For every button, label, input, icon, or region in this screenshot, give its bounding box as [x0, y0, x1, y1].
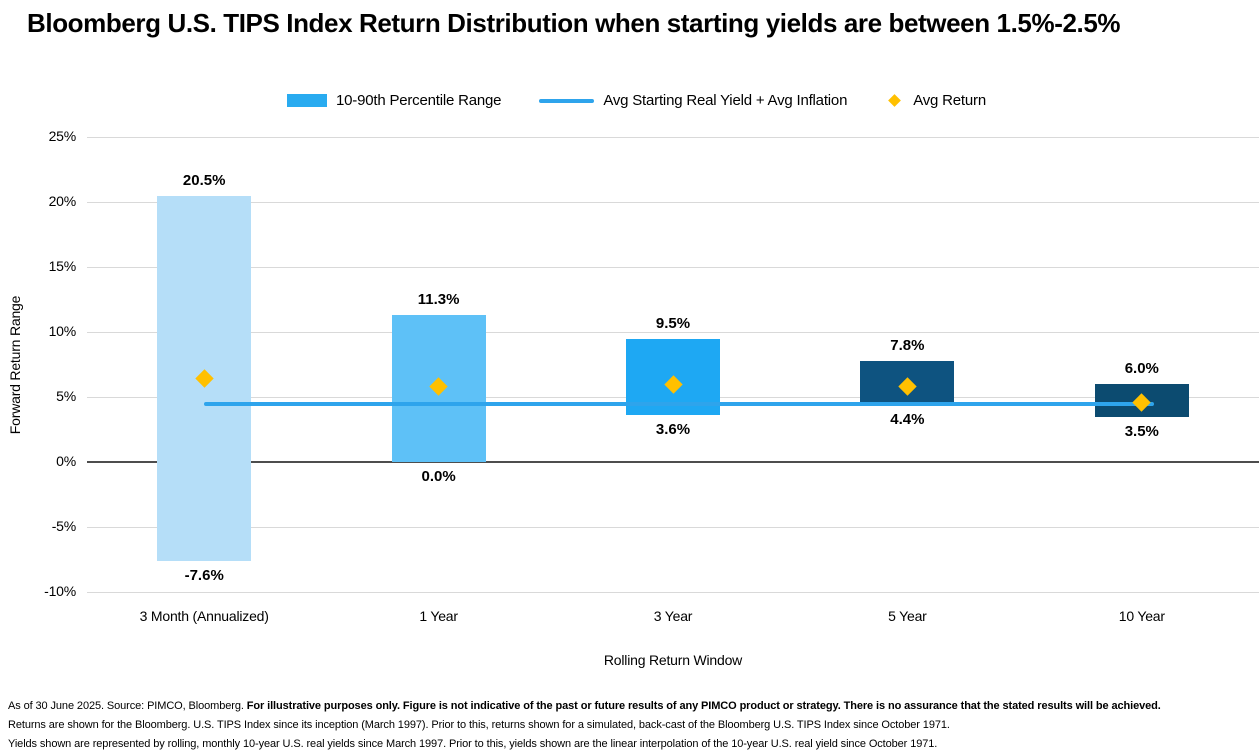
y-tick-label: 15% — [48, 258, 77, 274]
chart-title: Bloomberg U.S. TIPS Index Return Distrib… — [27, 8, 1121, 38]
x-axis-title: Rolling Return Window — [603, 652, 743, 668]
bar-low-label: 4.4% — [890, 410, 925, 428]
bar-high-label: 11.3% — [417, 291, 460, 309]
legend-label-avg-return: Avg Return — [913, 92, 986, 109]
y-tick-label: -10% — [44, 583, 76, 599]
bar-high-label: 9.5% — [655, 314, 691, 332]
footnote-line-2: Returns are shown for the Bloomberg. U.S… — [8, 719, 950, 731]
percentile-range-swatch-icon — [287, 94, 327, 107]
x-tick-label: 5 Year — [888, 608, 927, 624]
footnote-line-3: Yields shown are represented by rolling,… — [8, 738, 938, 750]
zero-axis-line — [87, 461, 1259, 463]
y-tick-label: -5% — [51, 518, 76, 534]
y-axis-title: Forward Return Range — [7, 295, 23, 435]
legend-item-percentile-range: 10-90th Percentile Range — [287, 92, 502, 109]
footnote-line-1: As of 30 June 2025. Source: PIMCO, Bloom… — [8, 697, 1161, 716]
footnote-line-1-bold: For illustrative purposes only. Figure i… — [246, 700, 1161, 712]
x-tick-label: 3 Year — [653, 608, 693, 624]
legend-item-avg-return: Avg Return — [885, 92, 986, 109]
bar-low-label: 3.6% — [655, 421, 691, 439]
y-tick-label: 20% — [48, 193, 77, 209]
y-tick-label: 25% — [48, 128, 77, 144]
gridline — [87, 526, 1259, 528]
bar-high-label: 7.8% — [890, 336, 925, 354]
gridline — [87, 591, 1259, 593]
bar-low-label: 3.5% — [1124, 422, 1159, 440]
footnote: As of 30 June 2025. Source: PIMCO, Bloom… — [8, 697, 1161, 754]
gridline — [87, 201, 1259, 203]
x-tick-label: 3 Month (Annualized) — [139, 608, 269, 624]
legend-item-avg-line: Avg Starting Real Yield + Avg Inflation — [539, 92, 847, 109]
y-tick-label: 5% — [56, 388, 76, 404]
bar-low-label: -7.6% — [184, 566, 224, 584]
bar-high-label: 6.0% — [1124, 360, 1159, 377]
legend-label-avg-line: Avg Starting Real Yield + Avg Inflation — [603, 92, 848, 109]
legend-label-percentile-range: 10-90th Percentile Range — [336, 92, 502, 109]
x-tick-label: 1 Year — [419, 608, 458, 624]
x-tick-label: 10 Year — [1118, 608, 1165, 624]
footnote-line-1-normal: As of 30 June 2025. Source: PIMCO, Bloom… — [8, 700, 247, 712]
gridline — [87, 266, 1259, 268]
gridline — [87, 331, 1259, 333]
gridline — [87, 136, 1259, 138]
y-tick-label: 0% — [56, 453, 76, 469]
avg-line — [204, 401, 1154, 406]
legend: 10-90th Percentile Range Avg Starting Re… — [287, 92, 986, 109]
bar-high-label: 20.5% — [182, 171, 226, 189]
avg-line-swatch-icon — [539, 98, 595, 103]
y-tick-label: 10% — [48, 323, 77, 339]
bar-low-label: 0.0% — [421, 468, 456, 485]
